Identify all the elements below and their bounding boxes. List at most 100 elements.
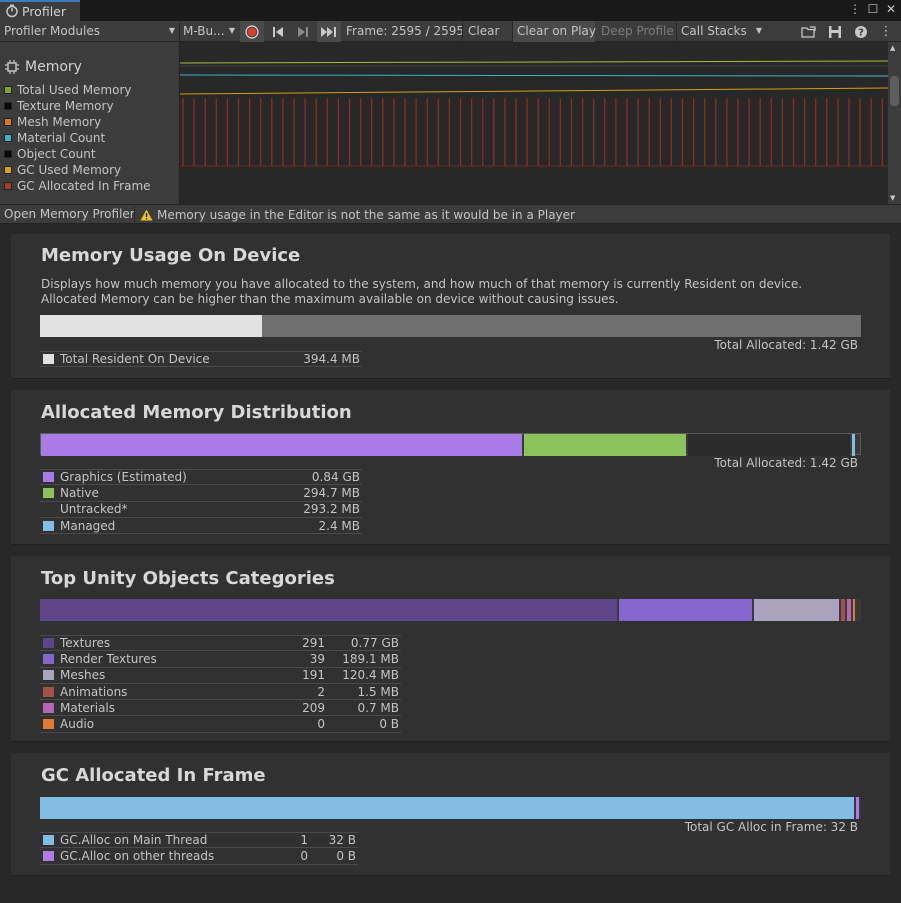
memory-usage-description: Displays how much memory you have alloca… bbox=[41, 277, 803, 306]
row-count: 1 bbox=[300, 833, 308, 848]
table-row: Materials 209 0.7 MB bbox=[40, 700, 401, 717]
bar-segment[interactable] bbox=[524, 434, 686, 456]
legend-swatch bbox=[4, 166, 12, 174]
legend-item[interactable]: GC Allocated In Frame bbox=[4, 178, 151, 194]
memory-usage-title: Memory Usage On Device bbox=[41, 245, 301, 266]
window-tab-bar: Profiler ⋮ ☐ ✕ bbox=[0, 0, 901, 21]
allocated-distribution-title: Allocated Memory Distribution bbox=[41, 402, 352, 423]
memory-module-title: Memory bbox=[25, 59, 82, 75]
memory-chart-graph bbox=[179, 60, 889, 167]
bar-segment[interactable] bbox=[841, 599, 846, 621]
row-value: 120.4 MB bbox=[342, 668, 399, 683]
legend-swatch bbox=[43, 686, 54, 697]
table-row: Native 294.7 MB bbox=[40, 485, 362, 502]
distribution-total-allocated: Total Allocated: 1.42 GB bbox=[714, 456, 858, 470]
scroll-up-icon[interactable]: ▲ bbox=[890, 44, 896, 52]
legend-item[interactable]: Mesh Memory bbox=[4, 114, 151, 130]
row-value: 0 B bbox=[379, 717, 399, 732]
profiler-icon bbox=[6, 4, 18, 18]
memory-chart[interactable] bbox=[179, 42, 889, 204]
row-label: GC.Alloc on Main Thread bbox=[60, 833, 208, 848]
call-stacks-dropdown[interactable]: Call Stacks bbox=[676, 21, 766, 42]
bar-segment[interactable] bbox=[40, 797, 855, 819]
legend-swatch bbox=[4, 118, 12, 126]
target-dropdown[interactable]: M-Bu... bbox=[179, 21, 239, 42]
row-count: 291 bbox=[302, 636, 325, 651]
profiler-modules-dropdown[interactable]: Profiler Modules bbox=[0, 21, 179, 42]
scroll-down-icon[interactable]: ▼ bbox=[890, 194, 896, 202]
table-row: Managed 2.4 MB bbox=[40, 518, 362, 535]
distribution-bar bbox=[40, 433, 861, 456]
load-button[interactable] bbox=[797, 21, 821, 42]
table-row: Untracked* 293.2 MB bbox=[40, 502, 362, 518]
bar-segment[interactable] bbox=[754, 599, 840, 621]
help-icon: ? bbox=[855, 25, 867, 38]
gc-used-memory-line bbox=[179, 87, 889, 95]
memory-module-legend[interactable]: Memory Total Used Memory Texture Memory Me… bbox=[0, 42, 180, 204]
scrollbar-thumb[interactable] bbox=[890, 76, 899, 106]
bar-segment[interactable] bbox=[688, 434, 850, 456]
clear-button[interactable]: Clear bbox=[462, 21, 504, 42]
legend-swatch bbox=[4, 182, 12, 190]
row-value: 394.4 MB bbox=[303, 352, 360, 367]
first-frame-button[interactable] bbox=[266, 21, 290, 42]
allocated-distribution-panel: Allocated Memory Distribution Total Allo… bbox=[11, 390, 890, 545]
current-frame-button[interactable] bbox=[317, 21, 341, 42]
svg-text:?: ? bbox=[858, 27, 864, 38]
gc-allocated-panel: GC Allocated In Frame Total GC Alloc in … bbox=[11, 753, 890, 876]
legend-swatch bbox=[43, 702, 54, 713]
row-value: 0 B bbox=[336, 848, 356, 863]
legend-item[interactable]: Texture Memory bbox=[4, 98, 151, 114]
row-label: Audio bbox=[60, 717, 95, 732]
gc-total: Total GC Alloc in Frame: 32 B bbox=[684, 820, 858, 834]
row-count: 0 bbox=[300, 848, 308, 863]
legend-label: Object Count bbox=[17, 147, 96, 161]
legend-label: Total Used Memory bbox=[17, 83, 132, 97]
bar-segment[interactable] bbox=[40, 599, 617, 621]
legend-item[interactable]: Total Used Memory bbox=[4, 82, 151, 98]
legend-swatch bbox=[4, 102, 12, 110]
deep-profile-toggle[interactable]: Deep Profile bbox=[601, 24, 674, 38]
open-memory-profiler-button[interactable]: Open Memory Profiler bbox=[4, 207, 135, 221]
row-count: 0 bbox=[317, 717, 325, 732]
row-value: 0.7 MB bbox=[357, 700, 399, 715]
row-label: Untracked* bbox=[60, 502, 128, 517]
row-label: Total Resident On Device bbox=[60, 352, 210, 367]
row-count: 2 bbox=[317, 684, 325, 699]
legend-swatch bbox=[43, 670, 54, 681]
legend-swatch bbox=[43, 638, 54, 649]
row-label: Meshes bbox=[60, 668, 106, 683]
profiler-tab[interactable]: Profiler bbox=[0, 0, 80, 21]
record-button[interactable] bbox=[240, 21, 264, 42]
bar-segment[interactable] bbox=[851, 434, 855, 456]
clear-on-play-toggle[interactable]: Clear on Play bbox=[512, 21, 596, 42]
target-label: M-Bu... bbox=[183, 24, 225, 38]
save-button[interactable] bbox=[823, 21, 847, 42]
legend-item[interactable]: Object Count bbox=[4, 146, 151, 162]
memory-info-strip: Open Memory Profiler Memory usage in the… bbox=[0, 204, 901, 224]
next-frame-button[interactable] bbox=[291, 21, 315, 42]
memory-module-header: Memory bbox=[5, 59, 82, 75]
bar-segment[interactable] bbox=[847, 599, 851, 621]
legend-item[interactable]: GC Used Memory bbox=[4, 162, 151, 178]
chart-scrollbar[interactable]: ▲ ▼ bbox=[888, 42, 901, 204]
row-label: GC.Alloc on other threads bbox=[60, 848, 215, 863]
toolbar-more-button[interactable]: ⋮ bbox=[874, 21, 898, 42]
legend-swatch bbox=[4, 150, 12, 158]
row-label: Render Textures bbox=[60, 651, 157, 666]
bar-segment[interactable] bbox=[41, 434, 523, 456]
bar-segment[interactable] bbox=[856, 797, 859, 819]
more-options-icon[interactable]: ⋮ bbox=[849, 2, 861, 16]
row-value: 32 B bbox=[328, 833, 356, 848]
maximize-icon[interactable]: ☐ bbox=[867, 2, 879, 16]
close-icon[interactable]: ✕ bbox=[885, 2, 897, 16]
bar-segment[interactable] bbox=[618, 599, 753, 621]
tab-title: Profiler bbox=[22, 4, 67, 19]
row-label: Native bbox=[60, 485, 99, 500]
gc-bar bbox=[40, 797, 861, 819]
help-button[interactable]: ? bbox=[849, 21, 873, 42]
legend-item[interactable]: Material Count bbox=[4, 130, 151, 146]
row-value: 0.84 GB bbox=[311, 470, 360, 485]
bar-segment[interactable] bbox=[852, 599, 855, 621]
distribution-legend-table: Graphics (Estimated) 0.84 GB Native 294.7 M… bbox=[40, 469, 362, 535]
